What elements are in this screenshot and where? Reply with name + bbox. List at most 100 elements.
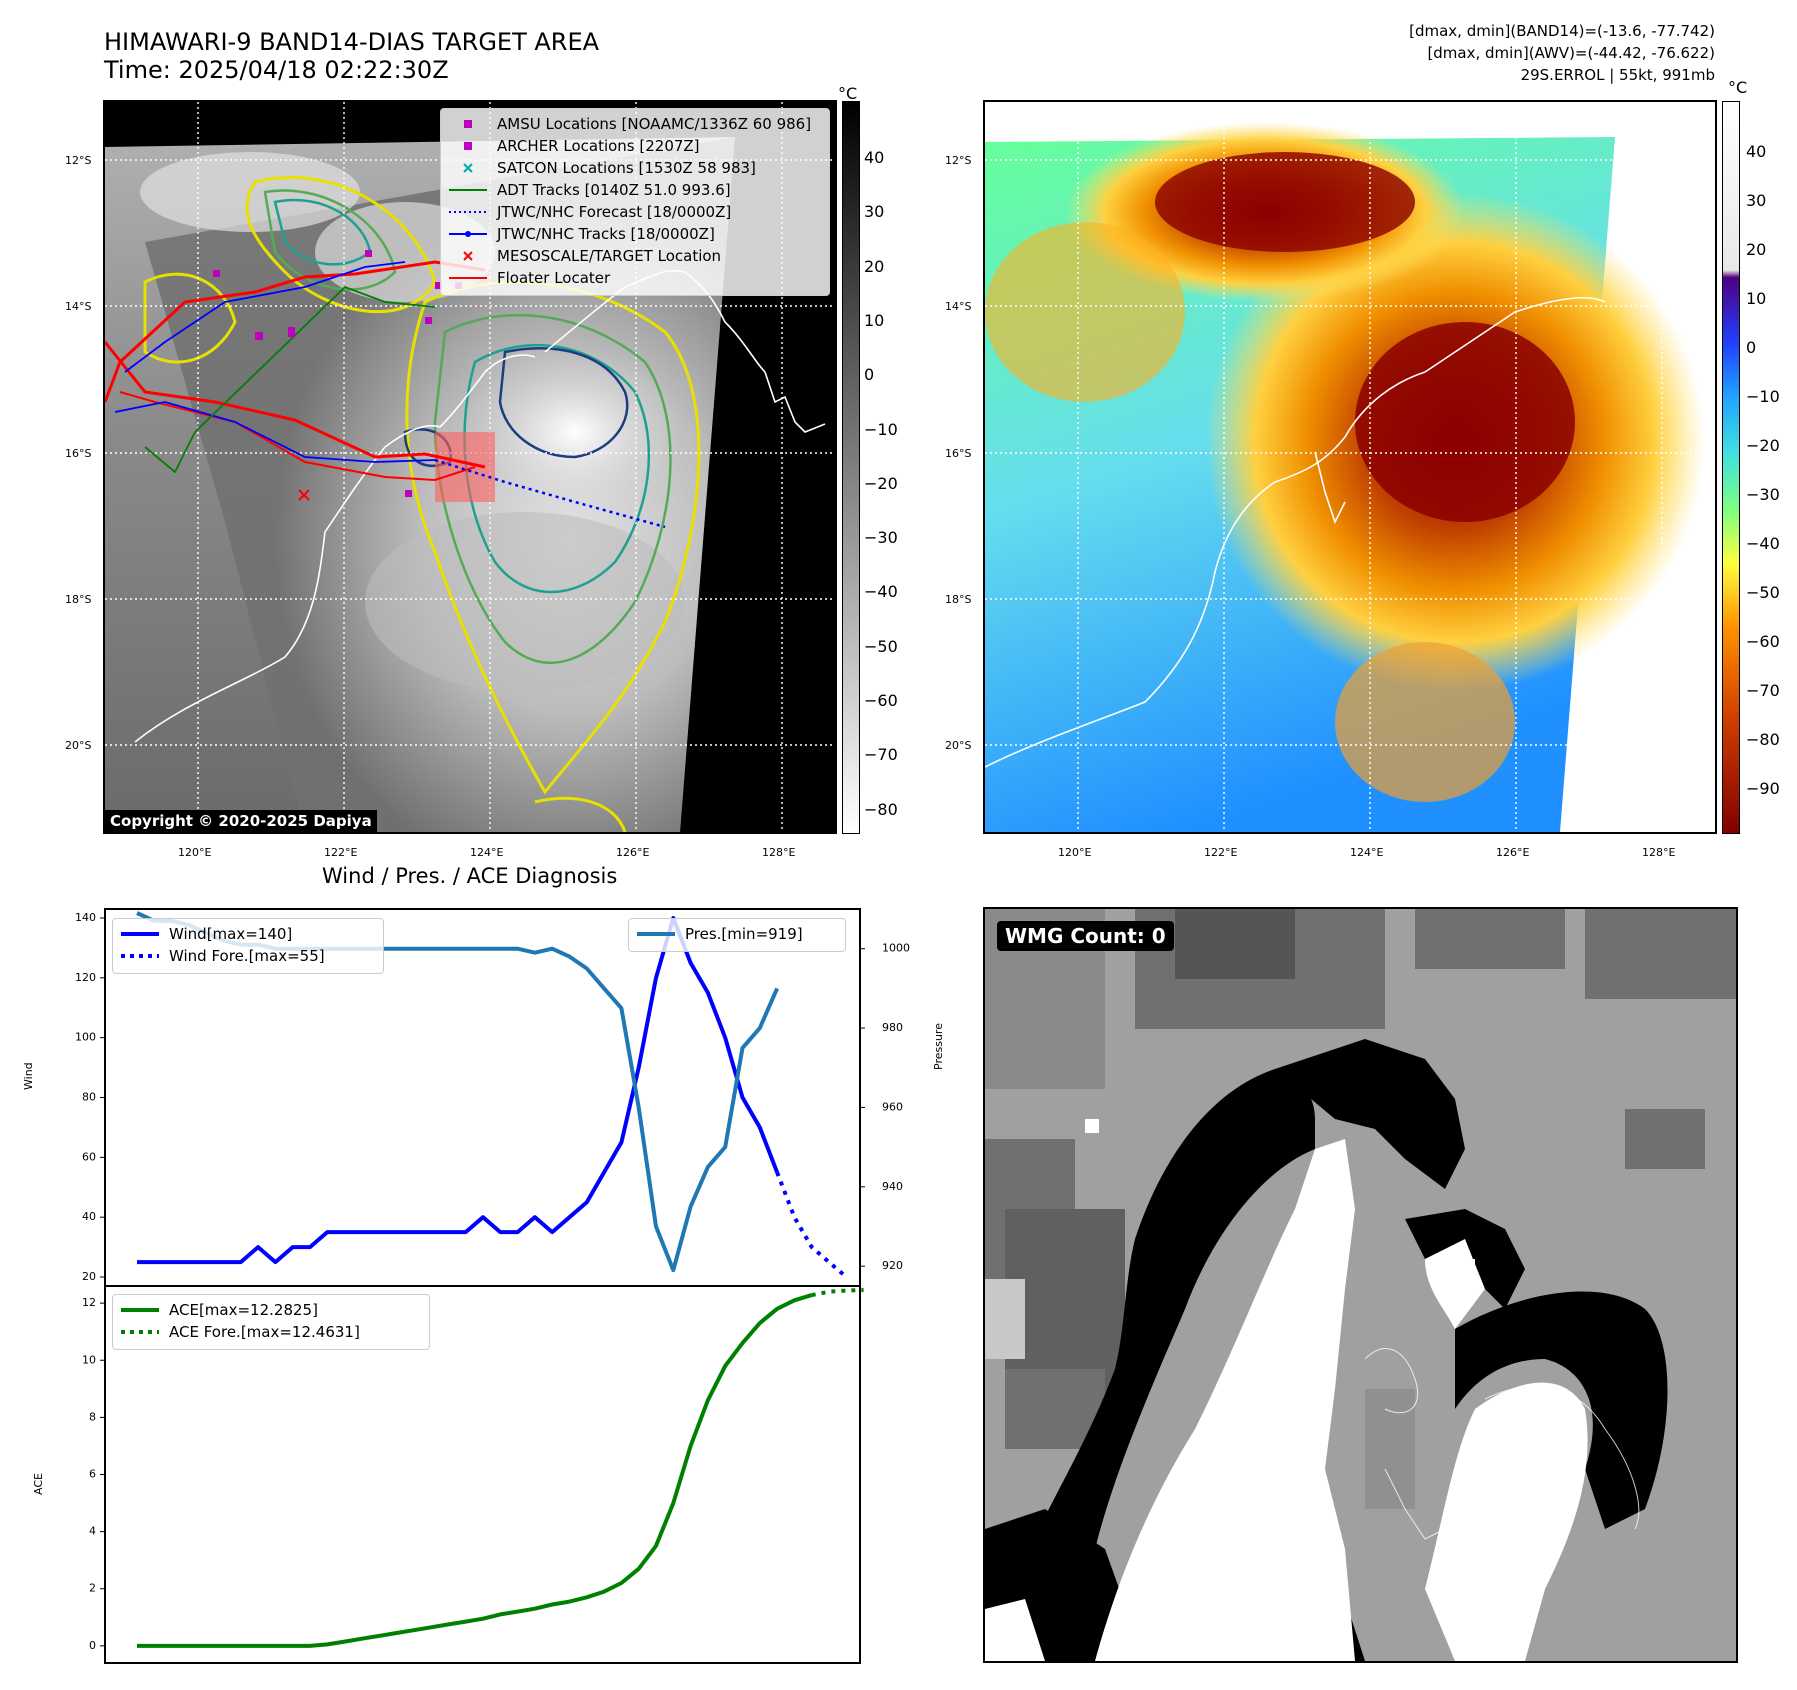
wmg-coastline: [1214, 1348, 1640, 1540]
legend-symbol-icon: [449, 227, 487, 241]
awv-coastline: [985, 297, 1606, 768]
wind-tick-label: 20: [82, 1270, 96, 1283]
legend-symbol-icon: [449, 205, 487, 219]
lon-tick-label: 120°E: [178, 846, 212, 859]
lat-tick-label: 14°S: [65, 300, 92, 313]
right-colorbar: [1722, 101, 1740, 834]
colorbar-tick-label: −70: [864, 745, 898, 765]
colorbar-tick-label: −40: [864, 582, 898, 602]
pressure-tick-label: 920: [882, 1259, 903, 1272]
pressure-tick-label: 940: [882, 1180, 903, 1193]
colorbar-tick-label: −50: [1746, 583, 1780, 602]
jtwc-track-lower: [114, 401, 436, 463]
storm-info: 29S.ERROL | 55kt, 991mb: [1520, 66, 1715, 84]
jtwc-forecast: [434, 458, 666, 529]
colorbar-tick-label: −20: [1746, 436, 1780, 455]
ace-legend-label: ACE[max=12.2825]: [169, 1301, 318, 1319]
colorbar-tick-label: −30: [1746, 485, 1780, 504]
colorbar-tick-label: 30: [864, 202, 885, 222]
legend-label: SATCON Locations [1530Z 58 983]: [497, 159, 756, 177]
map-legend-item: ADT Tracks [0140Z 51.0 993.6]: [449, 179, 821, 201]
map-legend-item: JTWC/NHC Tracks [18/0000Z]: [449, 223, 821, 245]
ace-legend: ACE[max=12.2825] ACE Fore.[max=12.4631]: [112, 1294, 430, 1350]
floater-track-lower: [105, 341, 486, 469]
figure-time: Time: 2025/04/18 02:22:30Z: [104, 56, 449, 84]
copyright-label: Copyright © 2020-2025 Dapiya: [105, 810, 377, 832]
left-colorbar: [842, 101, 860, 834]
wind-tick-label: 60: [82, 1150, 96, 1163]
contour-yellow: [143, 176, 701, 832]
colorbar-tick-label: 40: [1746, 142, 1767, 161]
map-legend-item: Floater Locater: [449, 267, 821, 289]
ace-tick-label: 2: [89, 1582, 96, 1595]
wmg-panel: WMG Count: 0: [983, 907, 1738, 1663]
ace-tick-label: 6: [89, 1468, 96, 1481]
legend-label: AMSU Locations [NOAAMC/1336Z 60 986]: [497, 115, 812, 133]
awv-gridlines: [985, 102, 1715, 832]
figure-title: HIMAWARI-9 BAND14-DIAS TARGET AREA: [104, 28, 600, 56]
lon-tick-label: 126°E: [616, 846, 650, 859]
lon-tick-label: 120°E: [1058, 846, 1092, 859]
colorbar-tick-label: −10: [864, 419, 898, 439]
map-legend-item: ARCHER Locations [2207Z]: [449, 135, 821, 157]
ace-forecast-legend-label: ACE Fore.[max=12.4631]: [169, 1323, 360, 1341]
legend-symbol-icon: [449, 183, 487, 197]
wind-legend-label: Wind[max=140]: [169, 925, 293, 943]
jtwc-track-upper: [124, 261, 406, 373]
pressure-tick-label: 1000: [882, 942, 910, 955]
wind-tick-label: 120: [75, 971, 96, 984]
pressure-tick-label: 980: [882, 1021, 903, 1034]
wind-tick-label: 140: [75, 911, 96, 924]
legend-label: ARCHER Locations [2207Z]: [497, 137, 700, 155]
legend-symbol-icon: [449, 117, 487, 131]
pressure-legend-label: Pres.[min=919]: [685, 925, 803, 943]
colorbar-tick-label: 40: [864, 148, 885, 167]
mesoscale-marker: [298, 489, 310, 501]
lat-tick-label: 16°S: [65, 447, 92, 460]
colorbar-tick-label: 30: [1746, 191, 1767, 210]
colorbar-tick-label: −30: [864, 528, 898, 548]
colorbar-tick-label: −90: [1746, 779, 1780, 798]
lat-tick-label: 12°S: [945, 154, 972, 167]
colorbar-tick-label: −10: [1746, 387, 1780, 406]
legend-symbol-icon: [449, 271, 487, 285]
colorbar-tick-label: 10: [864, 310, 885, 330]
lat-tick-label: 18°S: [65, 593, 92, 606]
map-legend-item: MESOSCALE/TARGET Location: [449, 245, 821, 267]
info-line-2: [dmax, dmin](AWV)=(-44.42, -76.622): [1427, 44, 1715, 62]
ace-forecast-series-line: [811, 1288, 864, 1298]
right-colorbar-unit: °C: [1728, 78, 1748, 97]
pressure-legend: Pres.[min=919]: [628, 918, 846, 952]
wind-forecast-legend-label: Wind Fore.[max=55]: [169, 947, 325, 965]
map-legend-item: SATCON Locations [1530Z 58 983]: [449, 157, 821, 179]
map-legend: AMSU Locations [NOAAMC/1336Z 60 986] ARCH…: [440, 108, 830, 296]
left-colorbar-unit: °C: [838, 84, 858, 103]
colorbar-tick-label: −50: [864, 636, 898, 656]
lon-tick-label: 128°E: [1642, 846, 1676, 859]
ace-tick-label: 10: [82, 1353, 96, 1366]
wind-tick-label: 80: [82, 1091, 96, 1104]
lon-tick-label: 124°E: [470, 846, 504, 859]
colorbar-tick-label: 0: [1746, 338, 1757, 357]
lon-tick-label: 126°E: [1496, 846, 1530, 859]
legend-label: MESOSCALE/TARGET Location: [497, 247, 722, 265]
colorbar-tick-label: −40: [1746, 534, 1780, 553]
colorbar-tick-label: 20: [864, 256, 885, 276]
ace-tick-label: 4: [89, 1525, 96, 1538]
colorbar-tick-label: −80: [864, 799, 898, 819]
wind-legend: Wind[max=140] Wind Fore.[max=55]: [112, 918, 384, 974]
legend-label: JTWC/NHC Forecast [18/0000Z]: [497, 203, 732, 221]
ace-tick-label: 12: [82, 1296, 96, 1309]
colorbar-tick-label: −80: [1746, 730, 1780, 749]
lat-tick-label: 18°S: [945, 593, 972, 606]
wmg-count-badge: WMG Count: 0: [997, 921, 1174, 951]
ace-tick-label: 8: [89, 1410, 96, 1423]
ace-tick-label: 0: [89, 1639, 96, 1652]
wind-tick-label: 40: [82, 1210, 96, 1223]
legend-symbol-icon: [449, 249, 487, 263]
lat-tick-label: 20°S: [945, 739, 972, 752]
diagnosis-title: Wind / Pres. / ACE Diagnosis: [322, 864, 618, 888]
floater-track-upper: [105, 260, 486, 403]
colorbar-tick-label: 20: [1746, 240, 1767, 259]
floater-track-mid: [119, 391, 476, 482]
